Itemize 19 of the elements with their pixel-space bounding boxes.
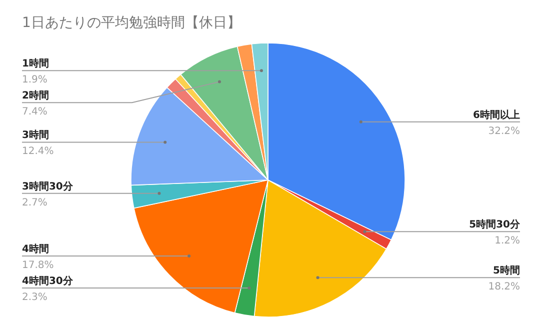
data-label: 17.8% [22,260,54,272]
slice-label: 3時間 [22,129,49,142]
slice-label: 3時間30分 [22,180,74,192]
data-label: 18.2% [488,282,520,293]
data-label: 2.7% [22,197,48,208]
data-label: 1.2% [494,236,520,247]
data-label: 32.2% [488,126,520,137]
chart-title: 1日あたりの平均勉強時間【休日】 [22,15,241,31]
data-label: 1.9% [22,74,48,86]
slice-label: 2時間 [22,90,49,102]
slice-label: 4時間30分 [22,275,74,288]
slice-label: 6時間以上 [473,108,520,121]
slice-label: 1時間 [22,58,49,70]
slice-label: 5時間 [493,264,520,277]
data-label: 7.4% [22,106,48,118]
slice-label: 4時間 [22,243,49,256]
data-label: 2.3% [22,292,48,304]
slice-label: 5時間30分 [469,218,521,231]
data-label: 12.4% [22,146,54,158]
